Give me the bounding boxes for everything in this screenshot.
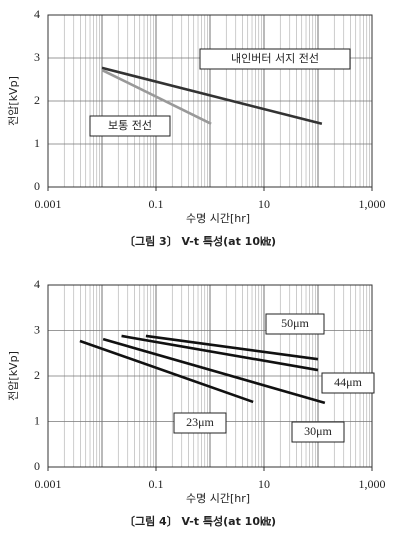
series-label: 44μm	[334, 375, 362, 389]
series-label-box	[199, 48, 351, 70]
series-line	[79, 339, 254, 404]
x-axis-label: 수명 시간[hr]	[186, 212, 250, 225]
series-label: 보통 전선	[108, 119, 152, 132]
y-tick-label: 4	[34, 277, 40, 291]
x-tick-label: 10	[258, 477, 270, 491]
y-tick-label: 0	[34, 179, 40, 193]
series-label: 30μm	[304, 424, 332, 438]
y-tick-label: 0	[34, 459, 40, 473]
series-label-box	[291, 421, 345, 443]
y-tick-label: 3	[34, 50, 40, 64]
series-label: 23μm	[186, 415, 214, 429]
x-axis-label: 수명 시간[hr]	[186, 492, 250, 505]
series-label: 내인버터 서지 전선	[231, 52, 319, 65]
series-line	[145, 334, 319, 361]
y-tick-label: 2	[34, 368, 40, 382]
x-tick-label: 0.1	[149, 197, 164, 211]
x-tick-label: 1,000	[359, 477, 386, 491]
series-line	[101, 68, 212, 125]
series-line	[121, 334, 319, 372]
y-tick-label: 1	[34, 413, 40, 427]
x-tick-label: 0.1	[149, 477, 164, 491]
y-tick-label: 1	[34, 136, 40, 150]
series-line	[102, 337, 326, 405]
series-line	[101, 66, 323, 126]
plot-frame	[47, 14, 373, 188]
x-tick-label: 1,000	[359, 197, 386, 211]
series-label-box	[321, 372, 375, 394]
series-label-box	[265, 313, 325, 335]
series-label-box	[89, 115, 171, 137]
x-tick-label: 0.001	[35, 477, 62, 491]
caption: 〔그림 4〕 V-t 특성(at 10㎑)	[124, 514, 276, 528]
y-tick-label: 3	[34, 322, 40, 336]
y-tick-label: 2	[34, 93, 40, 107]
x-tick-label: 10	[258, 197, 270, 211]
y-axis-label: 전압[kVp]	[7, 76, 20, 126]
y-tick-label: 4	[34, 7, 40, 21]
series-label: 50μm	[281, 316, 309, 330]
series-label-box	[173, 412, 227, 434]
caption: 〔그림 3〕 V-t 특성(at 10㎑)	[124, 234, 276, 248]
y-axis-label: 전압[kVp]	[7, 351, 20, 401]
x-tick-label: 0.001	[35, 197, 62, 211]
